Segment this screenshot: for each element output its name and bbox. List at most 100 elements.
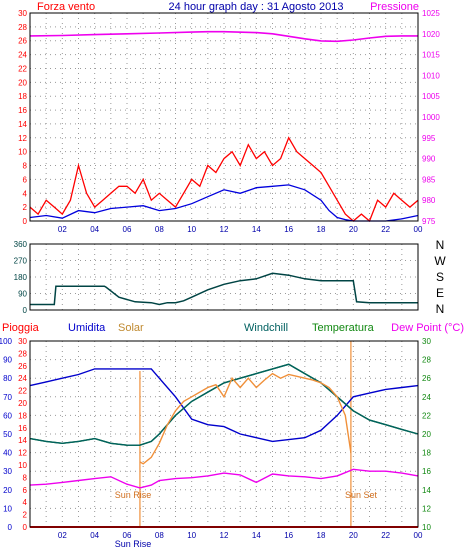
compass-n-top: N bbox=[436, 238, 445, 252]
bottom-xtick-08: 08 bbox=[155, 531, 164, 540]
temp-tick-18: 18 bbox=[422, 449, 431, 458]
dir-tick-360: 360 bbox=[14, 240, 28, 249]
wind-tick-22: 22 bbox=[18, 64, 27, 73]
wind-tick-4: 4 bbox=[23, 189, 28, 198]
pressure-tick-980: 980 bbox=[422, 196, 436, 205]
sun-set-label: Sun Set bbox=[345, 490, 378, 500]
bottom-xtick-02: 02 bbox=[58, 531, 67, 540]
temp-tick-26: 26 bbox=[422, 374, 431, 383]
humidity-tick-100: 100 bbox=[0, 337, 13, 346]
sun-rise-label: Sun Rise bbox=[115, 490, 152, 500]
bottom-xtick-14: 14 bbox=[252, 531, 261, 540]
humidity-tick-60: 60 bbox=[3, 411, 12, 420]
top-xtick-20: 20 bbox=[349, 225, 358, 234]
humidity-tick-40: 40 bbox=[3, 449, 12, 458]
pressure-tick-990: 990 bbox=[422, 155, 436, 164]
wind-tick-6: 6 bbox=[23, 175, 28, 184]
top-xtick-04: 04 bbox=[90, 225, 99, 234]
rain-tick-2: 2 bbox=[23, 511, 28, 520]
wind-axis-title: Forza vento bbox=[37, 1, 95, 13]
wind-tick-12: 12 bbox=[18, 134, 27, 143]
windchill-axis-title: Windchill bbox=[244, 322, 288, 334]
temperature-axis-title: Temperatura bbox=[312, 322, 375, 334]
pressure-tick-1025: 1025 bbox=[422, 9, 440, 18]
series-direction bbox=[30, 272, 418, 306]
rain-tick-8: 8 bbox=[23, 473, 28, 482]
humidity-tick-10: 10 bbox=[3, 504, 12, 513]
temp-tick-12: 12 bbox=[422, 504, 431, 513]
wind-tick-20: 20 bbox=[18, 78, 27, 87]
humidity-axis-title: Umidita bbox=[68, 322, 106, 334]
compass-n-bottom: N bbox=[436, 302, 445, 316]
series-windchill bbox=[29, 363, 419, 446]
compass-s: S bbox=[436, 270, 444, 284]
direction-panel-frame bbox=[29, 243, 419, 311]
wind-tick-14: 14 bbox=[18, 120, 27, 129]
bottom-xtick-06: 06 bbox=[123, 531, 132, 540]
rain-tick-26: 26 bbox=[18, 362, 27, 371]
dir-tick-0: 0 bbox=[23, 306, 28, 315]
bottom-panel-frame bbox=[29, 340, 419, 528]
wind-tick-26: 26 bbox=[18, 37, 27, 46]
humidity-tick-50: 50 bbox=[3, 430, 12, 439]
wind-tick-18: 18 bbox=[18, 92, 27, 101]
bottom-xtick-22: 22 bbox=[381, 531, 390, 540]
wind-tick-24: 24 bbox=[18, 51, 27, 60]
pressure-tick-1010: 1010 bbox=[422, 71, 440, 80]
dewpoint-axis-title: Dew Point (°C) bbox=[391, 322, 464, 334]
series-solar bbox=[139, 372, 352, 465]
chart-title: 24 hour graph day : 31 Agosto 2013 bbox=[169, 1, 344, 13]
humidity-tick-90: 90 bbox=[3, 356, 12, 365]
humidity-tick-30: 30 bbox=[3, 467, 12, 476]
rain-tick-20: 20 bbox=[18, 399, 27, 408]
wind-tick-0: 0 bbox=[23, 217, 28, 226]
wind-tick-2: 2 bbox=[23, 203, 28, 212]
top-xtick-12: 12 bbox=[220, 225, 229, 234]
temp-tick-10: 10 bbox=[422, 523, 431, 532]
wind-tick-16: 16 bbox=[18, 106, 27, 115]
top-xtick-08: 08 bbox=[155, 225, 164, 234]
wind-tick-30: 30 bbox=[18, 9, 27, 18]
sun-rise-axis-label: Sun Rise bbox=[115, 539, 152, 549]
rain-tick-28: 28 bbox=[18, 349, 27, 358]
temp-tick-20: 20 bbox=[422, 430, 431, 439]
series-pressure bbox=[29, 30, 418, 43]
pressure-tick-1015: 1015 bbox=[422, 51, 440, 60]
rain-tick-14: 14 bbox=[18, 436, 27, 445]
bottom-xtick-04: 04 bbox=[90, 531, 99, 540]
top-xtick-00: 00 bbox=[414, 225, 423, 234]
bottom-xtick-10: 10 bbox=[187, 531, 196, 540]
rain-tick-18: 18 bbox=[18, 411, 27, 420]
top-xtick-10: 10 bbox=[187, 225, 196, 234]
top-xtick-14: 14 bbox=[252, 225, 261, 234]
bottom-xtick-16: 16 bbox=[284, 531, 293, 540]
top-xtick-16: 16 bbox=[284, 225, 293, 234]
top-xtick-22: 22 bbox=[381, 225, 390, 234]
dir-tick-270: 270 bbox=[14, 257, 28, 266]
humidity-tick-70: 70 bbox=[3, 393, 12, 402]
rain-tick-0: 0 bbox=[23, 523, 28, 532]
wind-tick-28: 28 bbox=[18, 23, 27, 32]
rain-tick-16: 16 bbox=[18, 424, 27, 433]
rain-tick-30: 30 bbox=[18, 337, 27, 346]
compass-w: W bbox=[434, 254, 446, 268]
compass-e: E bbox=[436, 286, 444, 300]
humidity-tick-20: 20 bbox=[3, 486, 12, 495]
rain-tick-10: 10 bbox=[18, 461, 27, 470]
rain-tick-12: 12 bbox=[18, 449, 27, 458]
pressure-tick-1005: 1005 bbox=[422, 92, 440, 101]
bottom-xtick-12: 12 bbox=[220, 531, 229, 540]
humidity-tick-80: 80 bbox=[3, 374, 12, 383]
pressure-tick-995: 995 bbox=[422, 134, 436, 143]
temp-tick-28: 28 bbox=[422, 356, 431, 365]
bottom-xtick-18: 18 bbox=[317, 531, 326, 540]
pressure-axis-title: Pressione bbox=[370, 1, 419, 13]
bottom-xtick-20: 20 bbox=[349, 531, 358, 540]
rain-tick-4: 4 bbox=[23, 498, 28, 507]
top-xtick-02: 02 bbox=[58, 225, 67, 234]
temp-tick-16: 16 bbox=[422, 467, 431, 476]
top-panel-frame bbox=[29, 12, 419, 222]
bottom-xtick-00: 00 bbox=[414, 531, 423, 540]
wind-tick-8: 8 bbox=[23, 162, 28, 171]
